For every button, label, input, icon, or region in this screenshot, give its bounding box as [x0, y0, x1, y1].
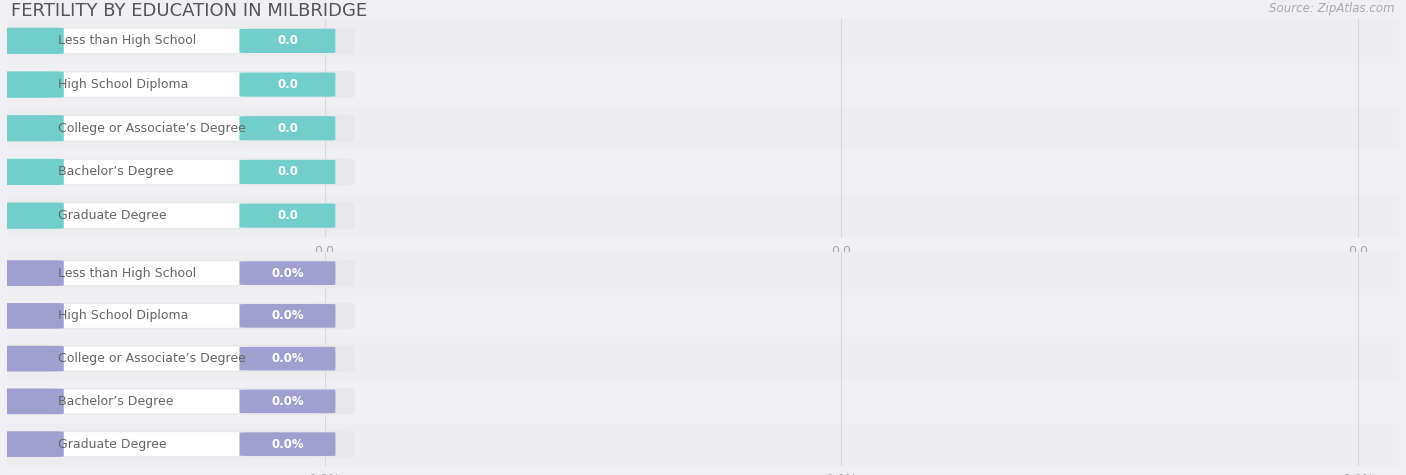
- Text: 0.0%: 0.0%: [271, 352, 304, 365]
- Text: 0.0: 0.0: [1348, 246, 1368, 258]
- Text: Graduate Degree: Graduate Degree: [59, 209, 167, 222]
- FancyBboxPatch shape: [7, 106, 1399, 150]
- FancyBboxPatch shape: [0, 303, 63, 329]
- FancyBboxPatch shape: [239, 203, 336, 228]
- FancyBboxPatch shape: [239, 261, 336, 285]
- FancyBboxPatch shape: [7, 423, 1399, 466]
- FancyBboxPatch shape: [24, 347, 325, 370]
- FancyBboxPatch shape: [0, 303, 354, 329]
- FancyBboxPatch shape: [24, 72, 325, 97]
- FancyBboxPatch shape: [0, 71, 63, 98]
- FancyBboxPatch shape: [0, 71, 354, 98]
- FancyBboxPatch shape: [24, 390, 325, 413]
- FancyBboxPatch shape: [24, 203, 325, 228]
- Text: 0.0: 0.0: [277, 122, 298, 135]
- FancyBboxPatch shape: [7, 63, 1399, 106]
- FancyBboxPatch shape: [239, 390, 336, 413]
- Text: Bachelor’s Degree: Bachelor’s Degree: [59, 395, 174, 408]
- FancyBboxPatch shape: [0, 389, 63, 414]
- FancyBboxPatch shape: [239, 347, 336, 370]
- FancyBboxPatch shape: [0, 388, 354, 415]
- Text: 0.0: 0.0: [277, 34, 298, 48]
- Text: Less than High School: Less than High School: [59, 34, 197, 48]
- Text: FERTILITY BY EDUCATION IN MILBRIDGE: FERTILITY BY EDUCATION IN MILBRIDGE: [11, 2, 367, 20]
- FancyBboxPatch shape: [0, 159, 63, 185]
- FancyBboxPatch shape: [0, 346, 63, 371]
- Text: Bachelor’s Degree: Bachelor’s Degree: [59, 165, 174, 179]
- FancyBboxPatch shape: [24, 304, 325, 328]
- FancyBboxPatch shape: [0, 158, 354, 186]
- FancyBboxPatch shape: [7, 194, 1399, 238]
- FancyBboxPatch shape: [24, 116, 325, 141]
- FancyBboxPatch shape: [239, 432, 336, 456]
- FancyBboxPatch shape: [7, 380, 1399, 423]
- FancyBboxPatch shape: [0, 431, 63, 457]
- FancyBboxPatch shape: [7, 150, 1399, 194]
- FancyBboxPatch shape: [0, 260, 63, 286]
- Text: High School Diploma: High School Diploma: [59, 78, 188, 91]
- FancyBboxPatch shape: [239, 160, 336, 184]
- Text: 0.0%: 0.0%: [308, 473, 340, 475]
- FancyBboxPatch shape: [0, 431, 354, 457]
- FancyBboxPatch shape: [0, 28, 63, 54]
- FancyBboxPatch shape: [24, 261, 325, 285]
- FancyBboxPatch shape: [7, 19, 1399, 63]
- Text: 0.0: 0.0: [277, 165, 298, 179]
- FancyBboxPatch shape: [0, 27, 354, 55]
- FancyBboxPatch shape: [7, 294, 1399, 337]
- FancyBboxPatch shape: [7, 252, 1399, 294]
- Text: 0.0%: 0.0%: [271, 437, 304, 451]
- FancyBboxPatch shape: [239, 304, 336, 328]
- Text: 0.0: 0.0: [831, 246, 851, 258]
- FancyBboxPatch shape: [239, 72, 336, 97]
- FancyBboxPatch shape: [239, 28, 336, 53]
- Text: 0.0%: 0.0%: [271, 395, 304, 408]
- Text: Less than High School: Less than High School: [59, 266, 197, 280]
- FancyBboxPatch shape: [7, 337, 1399, 380]
- FancyBboxPatch shape: [24, 432, 325, 456]
- Text: 0.0%: 0.0%: [271, 309, 304, 323]
- Text: 0.0: 0.0: [277, 78, 298, 91]
- Text: College or Associate’s Degree: College or Associate’s Degree: [59, 352, 246, 365]
- FancyBboxPatch shape: [0, 115, 63, 142]
- FancyBboxPatch shape: [24, 160, 325, 184]
- FancyBboxPatch shape: [24, 28, 325, 53]
- Text: Source: ZipAtlas.com: Source: ZipAtlas.com: [1270, 2, 1395, 15]
- FancyBboxPatch shape: [0, 260, 354, 286]
- FancyBboxPatch shape: [239, 116, 336, 141]
- Text: 0.0: 0.0: [277, 209, 298, 222]
- FancyBboxPatch shape: [0, 114, 354, 142]
- Text: 0.0%: 0.0%: [271, 266, 304, 280]
- Text: Graduate Degree: Graduate Degree: [59, 437, 167, 451]
- FancyBboxPatch shape: [0, 345, 354, 372]
- Text: 0.0%: 0.0%: [1343, 473, 1375, 475]
- Text: 0.0%: 0.0%: [825, 473, 856, 475]
- Text: 0.0: 0.0: [315, 246, 335, 258]
- FancyBboxPatch shape: [0, 202, 354, 229]
- FancyBboxPatch shape: [0, 202, 63, 229]
- Text: College or Associate’s Degree: College or Associate’s Degree: [59, 122, 246, 135]
- Text: High School Diploma: High School Diploma: [59, 309, 188, 323]
